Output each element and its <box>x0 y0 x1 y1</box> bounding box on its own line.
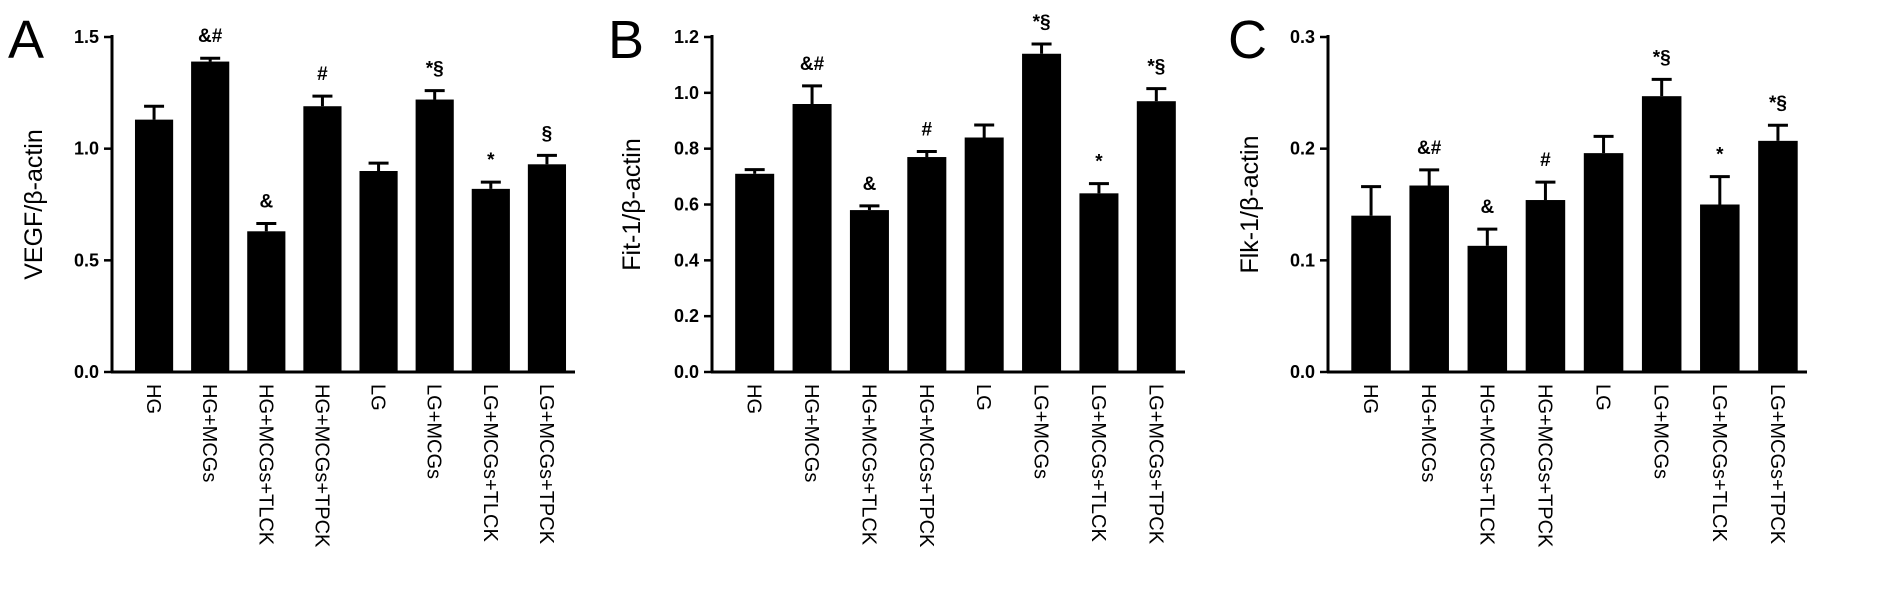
significance-marker: # <box>922 119 933 140</box>
x-tick-label: HG+MCGs+TLCK <box>254 384 276 546</box>
x-tick-label: LG <box>367 384 389 411</box>
bar <box>1758 140 1798 372</box>
x-tick-label: LG <box>1592 384 1614 411</box>
x-tick-label: HG+MCGs+TPCK <box>915 384 937 548</box>
bar <box>247 231 286 372</box>
panel-letter: B <box>608 10 644 70</box>
significance-marker: # <box>1540 150 1551 171</box>
bar <box>1525 200 1566 372</box>
y-tick-label: 0.2 <box>1290 139 1315 159</box>
y-tick-label: 1.5 <box>74 27 99 47</box>
x-tick-label: HG+MCGs+TPCK <box>1533 384 1555 548</box>
bar <box>1351 215 1391 372</box>
panel-letter: A <box>8 10 44 70</box>
y-tick-label: 0.1 <box>1290 250 1315 270</box>
significance-marker: &# <box>800 54 825 75</box>
x-tick-label: LG+MCGs+TLCK <box>1087 384 1109 542</box>
x-tick-label: LG+MCGs <box>423 384 445 479</box>
significance-marker: &# <box>198 26 223 47</box>
bar <box>792 104 832 372</box>
y-tick-label: 1.0 <box>674 83 699 103</box>
x-tick-label: HG <box>142 384 164 414</box>
x-tick-label: HG <box>1359 384 1381 414</box>
bar <box>415 99 454 373</box>
significance-marker: *§ <box>426 59 444 80</box>
bar <box>191 61 230 373</box>
bar <box>907 157 947 372</box>
x-tick-label: LG+MCGs <box>1650 384 1672 479</box>
y-tick-label: 0.0 <box>1290 362 1315 382</box>
bar <box>735 173 775 372</box>
x-tick-label: LG+MCGs+TLCK <box>1708 384 1730 542</box>
significance-marker: *§ <box>1147 57 1165 78</box>
y-tick-label: 1.2 <box>674 27 699 47</box>
significance-marker: *§ <box>1769 93 1787 114</box>
significance-marker: # <box>317 64 328 85</box>
bar <box>134 119 174 372</box>
x-tick-label: LG+MCGs <box>1030 384 1052 479</box>
panel-letter: C <box>1228 10 1267 70</box>
bar <box>1583 153 1624 372</box>
significance-marker: * <box>1095 152 1103 173</box>
x-tick-label: LG+MCGs+TPCK <box>535 384 557 545</box>
y-axis-label: Fit-1/β-actin <box>618 138 646 270</box>
x-tick-label: HG+MCGs <box>1417 384 1439 482</box>
bar <box>1409 185 1449 372</box>
significance-marker: *§ <box>1653 47 1671 68</box>
bar <box>1022 53 1062 372</box>
significance-marker: *§ <box>1033 12 1051 33</box>
y-tick-label: 0.2 <box>674 306 699 326</box>
x-tick-label: LG+MCGs+TPCK <box>1766 384 1788 545</box>
significance-marker: * <box>487 150 495 171</box>
significance-marker: * <box>1716 145 1724 166</box>
y-axis-label: VEGF/β-actin <box>20 129 48 280</box>
x-tick-label: LG+MCGs+TPCK <box>1144 384 1166 545</box>
y-tick-label: 1.0 <box>74 139 99 159</box>
bar <box>1641 96 1682 372</box>
x-tick-label: LG+MCGs+TLCK <box>479 384 501 542</box>
significance-marker: & <box>259 191 273 212</box>
bar <box>1136 101 1176 372</box>
significance-marker: &# <box>1417 138 1442 159</box>
bar <box>849 210 889 372</box>
bar <box>359 171 398 372</box>
x-tick-label: HG <box>743 384 765 414</box>
significance-marker: & <box>863 174 877 195</box>
y-tick-label: 0.4 <box>674 250 699 270</box>
x-tick-label: HG+MCGs+TPCK <box>310 384 332 548</box>
x-tick-label: LG <box>972 384 994 411</box>
bar <box>527 164 567 372</box>
y-tick-label: 0.0 <box>674 362 699 382</box>
bar <box>1700 204 1740 372</box>
y-tick-label: 0.6 <box>674 195 699 215</box>
y-tick-label: 0.0 <box>74 362 99 382</box>
bar <box>471 188 510 372</box>
x-tick-label: HG+MCGs+TLCK <box>1475 384 1497 546</box>
x-tick-label: HG+MCGs+TLCK <box>857 384 879 546</box>
significance-marker: & <box>1480 197 1494 218</box>
y-tick-label: 0.5 <box>74 250 99 270</box>
y-tick-label: 0.3 <box>1290 27 1315 47</box>
x-tick-label: HG+MCGs <box>800 384 822 482</box>
bar <box>1467 245 1508 372</box>
y-tick-label: 0.8 <box>674 139 699 159</box>
x-tick-label: HG+MCGs <box>198 384 220 482</box>
bar <box>303 106 342 372</box>
bar <box>964 137 1004 372</box>
bar <box>1079 193 1119 372</box>
y-axis-label: Flk-1/β-actin <box>1236 135 1264 273</box>
significance-marker: § <box>542 123 553 144</box>
